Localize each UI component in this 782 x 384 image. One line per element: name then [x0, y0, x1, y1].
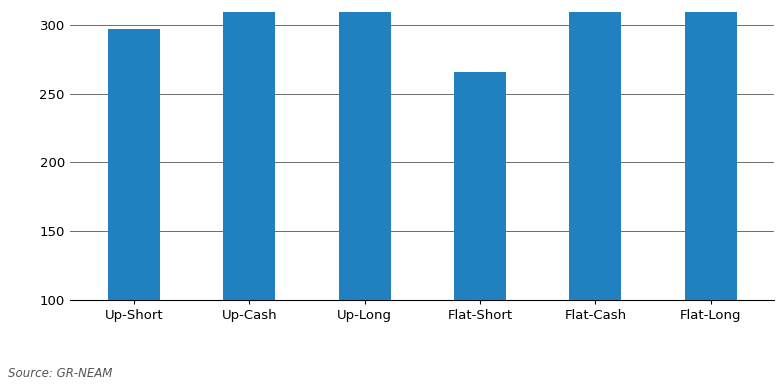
Bar	[108, 29, 160, 300]
Bar	[569, 0, 622, 300]
Bar	[685, 0, 737, 300]
Bar	[339, 0, 390, 300]
Text: Source: GR-NEAM: Source: GR-NEAM	[8, 367, 112, 380]
Bar	[454, 72, 506, 300]
Bar	[223, 0, 275, 300]
